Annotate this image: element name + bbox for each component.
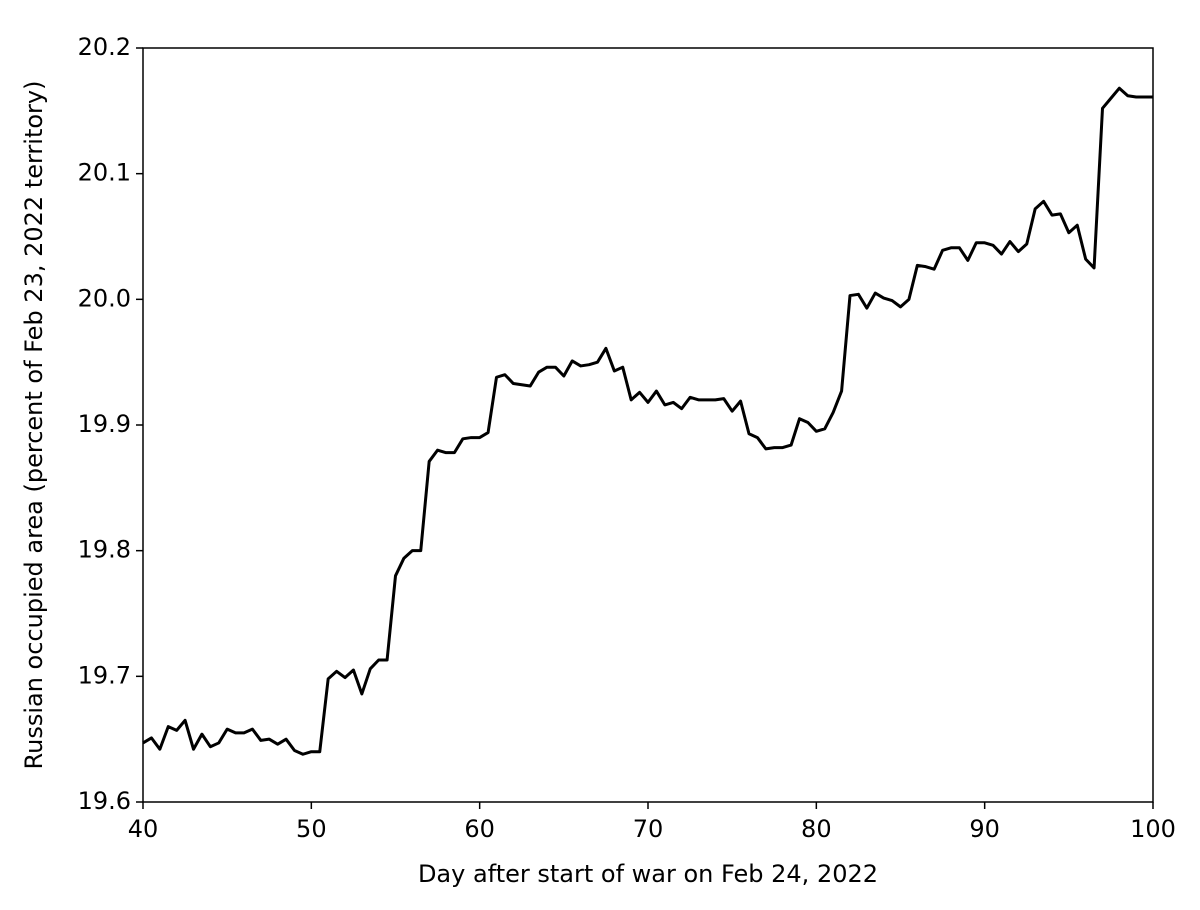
y-tick-label: 19.6 <box>78 787 131 815</box>
y-tick-label: 19.9 <box>78 410 131 438</box>
y-tick-label: 19.7 <box>78 661 131 689</box>
x-tick-label: 70 <box>633 815 664 843</box>
y-tick-label: 20.2 <box>78 33 131 61</box>
x-tick-label: 90 <box>969 815 1000 843</box>
y-tick-label: 20.1 <box>78 159 131 187</box>
x-tick-label: 50 <box>296 815 327 843</box>
x-axis-label: Day after start of war on Feb 24, 2022 <box>418 860 878 888</box>
data-line <box>142 86 1153 756</box>
x-tick-label: 100 <box>1130 815 1176 843</box>
y-tick-label: 20.0 <box>78 284 131 312</box>
x-tick-label: 60 <box>464 815 495 843</box>
y-tick-label: 19.8 <box>78 536 131 564</box>
x-tick-label: 40 <box>128 815 159 843</box>
x-tick-label: 80 <box>801 815 832 843</box>
plot-frame <box>142 47 1154 803</box>
y-axis-label: Russian occupied area (percent of Feb 23… <box>20 81 48 770</box>
